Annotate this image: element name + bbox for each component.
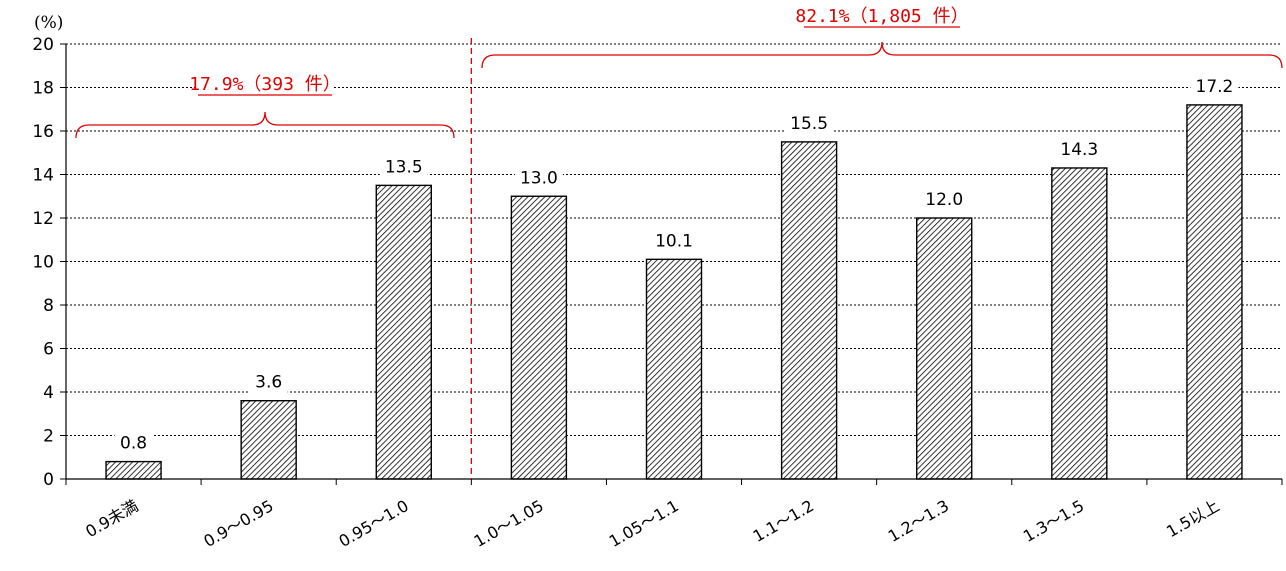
data-label-6: 15.5 bbox=[790, 114, 828, 134]
bar-8 bbox=[1051, 167, 1108, 480]
data-label-7: 12.0 bbox=[925, 190, 963, 210]
annotation-brace-1 bbox=[75, 111, 455, 139]
bar-7 bbox=[916, 217, 973, 480]
bar-5 bbox=[645, 258, 703, 480]
data-label-2: 3.6 bbox=[255, 373, 282, 393]
y-tick-label: 20 bbox=[32, 35, 54, 55]
bar-6 bbox=[780, 141, 838, 480]
data-label-3: 13.5 bbox=[385, 157, 423, 177]
y-tick-label: 16 bbox=[32, 122, 54, 142]
data-label-bg bbox=[379, 155, 428, 178]
data-label-bg bbox=[1190, 74, 1239, 97]
data-label-bg bbox=[785, 111, 834, 134]
x-tick-label-8: 1.3〜1.5 bbox=[1020, 496, 1087, 546]
x-tick-label-3: 0.95〜1.0 bbox=[336, 496, 412, 551]
data-label-4: 13.0 bbox=[520, 168, 558, 188]
y-tick-label: 0 bbox=[43, 470, 54, 490]
data-label-bg bbox=[920, 188, 969, 210]
annotation-label-1: 17.9%（393 件） bbox=[189, 74, 341, 95]
x-tick-label-6: 1.1〜1.2 bbox=[750, 496, 817, 546]
data-label-1: 0.8 bbox=[120, 434, 147, 454]
y-tick-label: 18 bbox=[32, 79, 54, 99]
annotation-label-2: 82.1%（1,805 件） bbox=[795, 6, 968, 27]
y-tick-label: 8 bbox=[43, 296, 54, 316]
annotations: 17.9%（393 件） 82.1%（1,805 件） bbox=[75, 4, 1283, 479]
data-label-bg bbox=[114, 431, 153, 454]
x-tick-label-1: 0.9未満 bbox=[82, 496, 141, 541]
y-tick-label: 6 bbox=[43, 340, 54, 360]
bar-4 bbox=[510, 195, 568, 480]
y-tick-label: 10 bbox=[32, 253, 54, 273]
bar-1 bbox=[105, 460, 162, 480]
x-tick-label-2: 0.9〜0.95 bbox=[200, 496, 276, 551]
annotation-bg bbox=[196, 72, 334, 96]
data-label-bg bbox=[650, 229, 698, 252]
data-label-8: 14.3 bbox=[1060, 140, 1098, 160]
x-tick-label-5: 1.05〜1.1 bbox=[606, 496, 682, 551]
data-label-9: 17.2 bbox=[1196, 77, 1234, 97]
x-tick-label-9: 1.5以上 bbox=[1163, 496, 1222, 541]
x-tick-label-4: 1.0〜1.05 bbox=[471, 496, 547, 551]
data-label-bg bbox=[249, 370, 288, 393]
bar-2 bbox=[240, 400, 297, 480]
bars bbox=[105, 104, 1243, 480]
data-label-5: 10.1 bbox=[655, 231, 693, 251]
bar-9 bbox=[1186, 104, 1243, 480]
x-axis: 0.9未満 0.9〜0.95 0.95〜1.0 1.0〜1.05 1.05〜1.1 1.1… bbox=[65, 478, 1283, 551]
x-tick-label-7: 1.2〜1.3 bbox=[885, 496, 952, 546]
annotation-bg bbox=[802, 4, 962, 28]
y-tick-label: 12 bbox=[32, 209, 54, 229]
y-unit-label: (%) bbox=[34, 13, 63, 33]
y-tick-label: 14 bbox=[32, 166, 54, 186]
data-labels: 0.8 3.6 13.5 13.0 10.1 15.5 12.0 14.3 17.2 bbox=[114, 74, 1239, 454]
data-label-bg bbox=[1055, 137, 1104, 160]
data-label-bg bbox=[514, 166, 563, 189]
annotation-brace-2 bbox=[481, 41, 1283, 69]
bar-3 bbox=[375, 184, 432, 480]
y-axis: (%) 0 2 4 6 8 10 12 14 16 18 20 bbox=[32, 13, 67, 490]
y-tick-label: 4 bbox=[43, 383, 54, 403]
y-tick-label: 2 bbox=[43, 427, 54, 447]
